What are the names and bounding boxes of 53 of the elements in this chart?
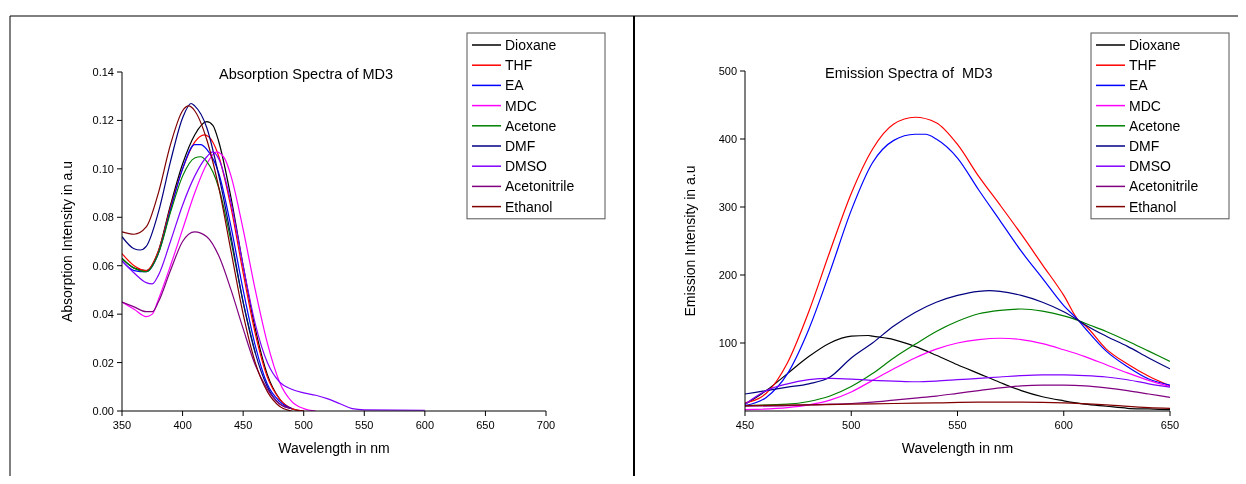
x-tick-label: 550 [948,419,967,431]
legend-label: Dioxane [505,37,557,53]
x-tick-label: 500 [842,419,861,431]
y-tick-label: 0.00 [92,405,114,417]
legend-label: THF [505,57,533,74]
y-tick-label: 0.08 [92,211,114,224]
x-tick-label: 700 [536,419,556,431]
y-tick-label: 200 [718,269,737,281]
legend-label: Ethanol [1129,198,1177,215]
legend-label: MDC [505,97,537,114]
y-tick-label: 0.12 [92,114,114,127]
legend-label: Acetone [1129,117,1181,134]
x-tick-label: 500 [294,419,313,431]
y-tick-label: 0.04 [92,308,114,321]
y-tick-label: 500 [718,65,737,77]
x-tick-label: 600 [415,419,435,431]
legend-label: DMF [505,138,536,154]
y-tick-label: 0.06 [92,259,114,272]
line-series [122,231,293,410]
x-axis-title: Wavelength in nm [278,440,390,456]
x-axis-title: Wavelength in nm [901,440,1014,456]
y-tick-label: 0.14 [92,66,114,78]
legend-label: DMSO [1129,158,1172,175]
line-series [745,374,1170,405]
legend-label: Acetonitrile [505,178,575,195]
legend-label: Dioxane [1129,37,1181,53]
y-axis-title: Emission Intensity in a.u [682,165,698,317]
x-tick-label: 600 [1054,419,1073,431]
y-tick-label: 0.02 [92,356,114,369]
x-tick-label: 650 [1160,419,1180,431]
y-tick-label: 400 [718,133,737,145]
chart-title: Emission Spectra of MD3 [825,65,993,81]
chart-title: Absorption Spectra of MD3 [219,66,394,82]
legend-label: MDC [1129,97,1161,114]
x-tick-label: 400 [173,419,192,431]
legend-label: Ethanol [505,198,553,215]
legend-label: THF [1129,57,1157,74]
x-tick-label: 350 [112,419,132,431]
legend-label: Acetonitrile [1129,178,1199,195]
y-tick-label: 0.10 [92,162,114,175]
line-series [745,290,1170,395]
x-tick-label: 450 [735,419,755,431]
y-tick-label: 300 [718,201,737,213]
legend-label: EA [1129,77,1149,94]
legend-label: EA [505,77,525,94]
x-tick-label: 650 [476,419,495,431]
x-tick-label: 550 [355,419,374,431]
legend-label: DMSO [505,158,548,175]
y-tick-label: 100 [718,337,737,349]
legend-label: Acetone [505,117,557,134]
x-tick-label: 450 [233,419,253,431]
y-axis-title: Absorption Intensity in a.u [59,160,75,323]
legend-label: DMF [1129,138,1160,154]
